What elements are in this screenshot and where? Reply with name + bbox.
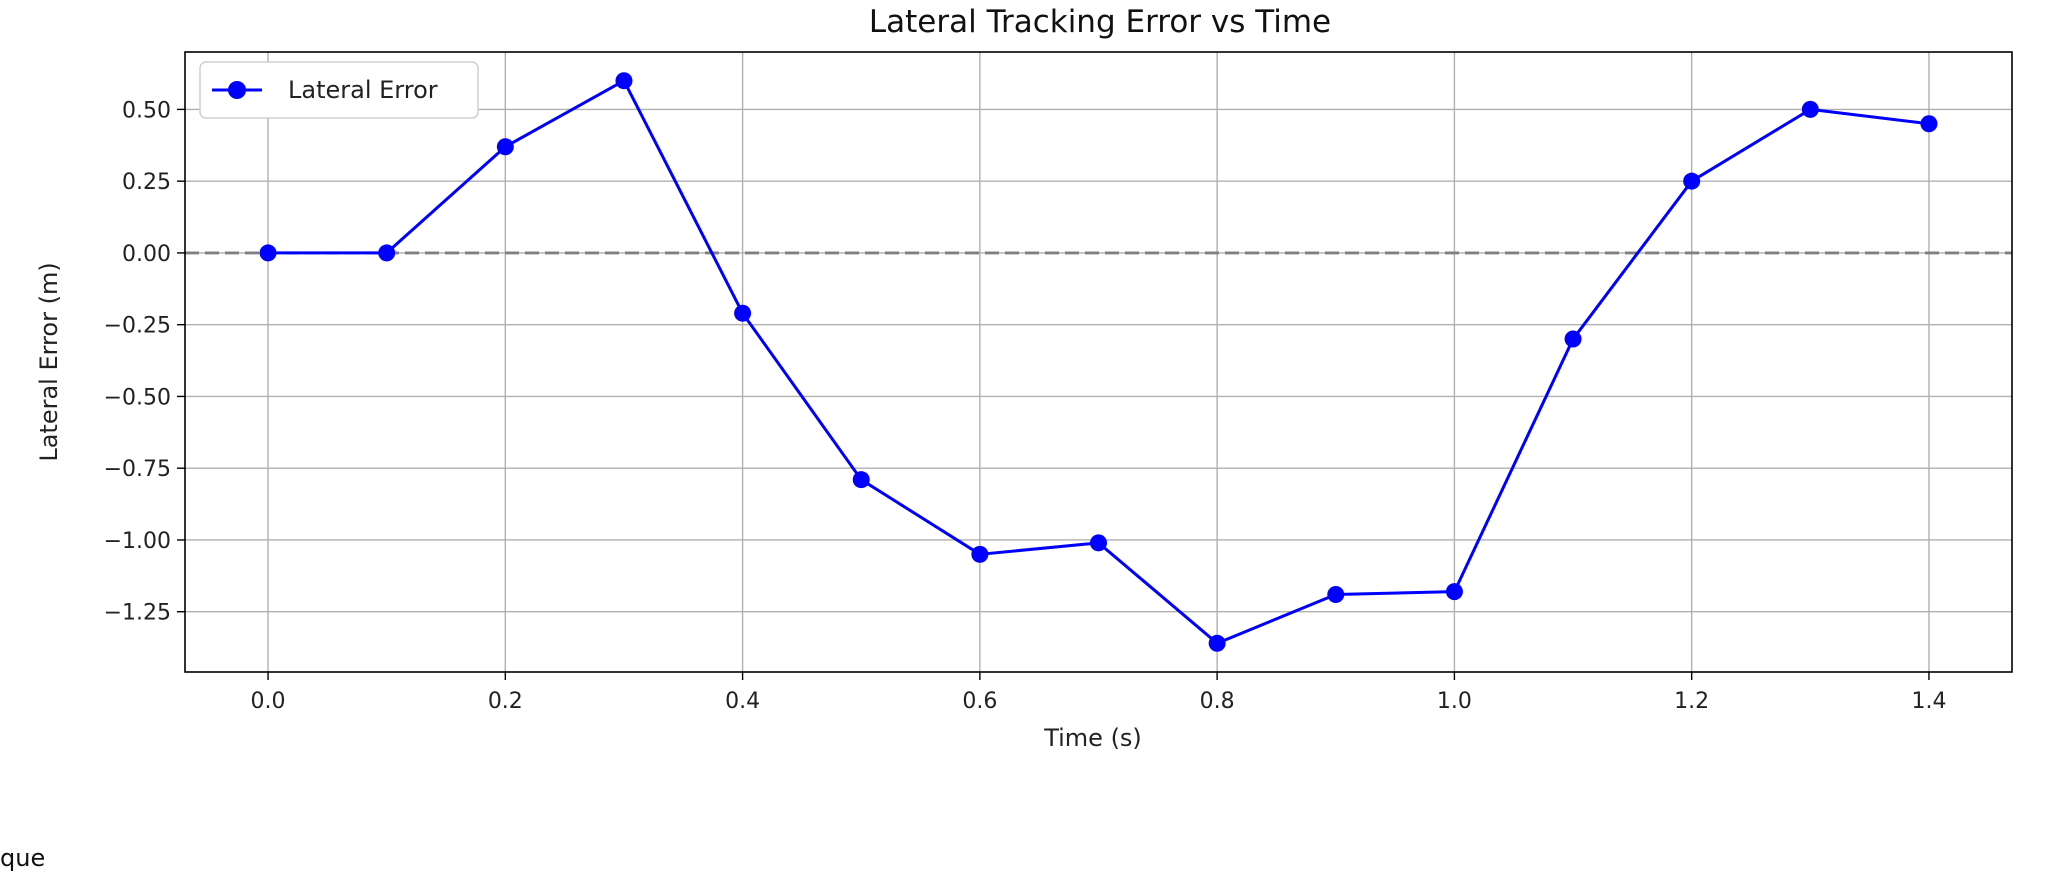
- legend-label: Lateral Error: [288, 76, 438, 104]
- y-tick-label: −1.25: [104, 601, 171, 626]
- data-point: [852, 471, 870, 489]
- x-tick-label: 0.0: [251, 689, 286, 714]
- y-tick-label: −0.75: [104, 457, 171, 482]
- series-layer: [259, 72, 1938, 652]
- x-tick-label: 0.6: [962, 689, 997, 714]
- y-tick-label: 0.50: [122, 98, 171, 123]
- footer-text: que: [0, 844, 46, 872]
- series-line: [268, 79, 1930, 645]
- data-point: [1801, 100, 1819, 118]
- y-tick-label: 0.25: [122, 170, 171, 195]
- data-point: [734, 304, 752, 322]
- x-axis-ticks: 0.0 0.2 0.4 0.6 0.8 1.0 1.2 1.4: [251, 672, 1946, 714]
- y-axis-label: Lateral Error (m): [35, 262, 63, 461]
- data-point: [971, 545, 989, 563]
- data-point: [1920, 115, 1938, 133]
- y-tick-label: −0.50: [104, 385, 171, 410]
- data-point: [1445, 583, 1463, 601]
- data-point: [1564, 330, 1582, 348]
- legend-box: [199, 61, 479, 119]
- x-tick-label: 0.8: [1200, 689, 1235, 714]
- x-tick-label: 1.2: [1674, 689, 1709, 714]
- y-tick-label: 0.00: [122, 242, 171, 267]
- data-point: [615, 72, 633, 90]
- data-point: [259, 244, 277, 262]
- y-axis-ticks: 0.50 0.25 0.00 −0.25 −0.50 −0.75 −1.00 −1.25: [104, 98, 185, 626]
- data-point: [1327, 586, 1345, 603]
- x-tick-label: 1.4: [1911, 689, 1946, 714]
- x-tick-label: 0.2: [488, 689, 523, 714]
- x-axis-label: Time (s): [1043, 724, 1142, 752]
- y-tick-label: −1.00: [104, 529, 171, 554]
- data-point: [1683, 172, 1701, 190]
- data-point: [1090, 534, 1107, 552]
- legend-marker-swatch: [228, 81, 246, 99]
- chart-title: Lateral Tracking Error vs Time: [869, 4, 1331, 40]
- data-point: [1208, 634, 1226, 652]
- x-tick-label: 1.0: [1437, 689, 1472, 714]
- data-point: [378, 244, 396, 262]
- grid-lines: [185, 52, 2012, 672]
- plot-frame: [184, 51, 2013, 673]
- data-point: [496, 138, 514, 156]
- y-tick-label: −0.25: [104, 314, 171, 339]
- x-tick-label: 0.4: [725, 689, 760, 714]
- legend: Lateral Error: [199, 61, 479, 119]
